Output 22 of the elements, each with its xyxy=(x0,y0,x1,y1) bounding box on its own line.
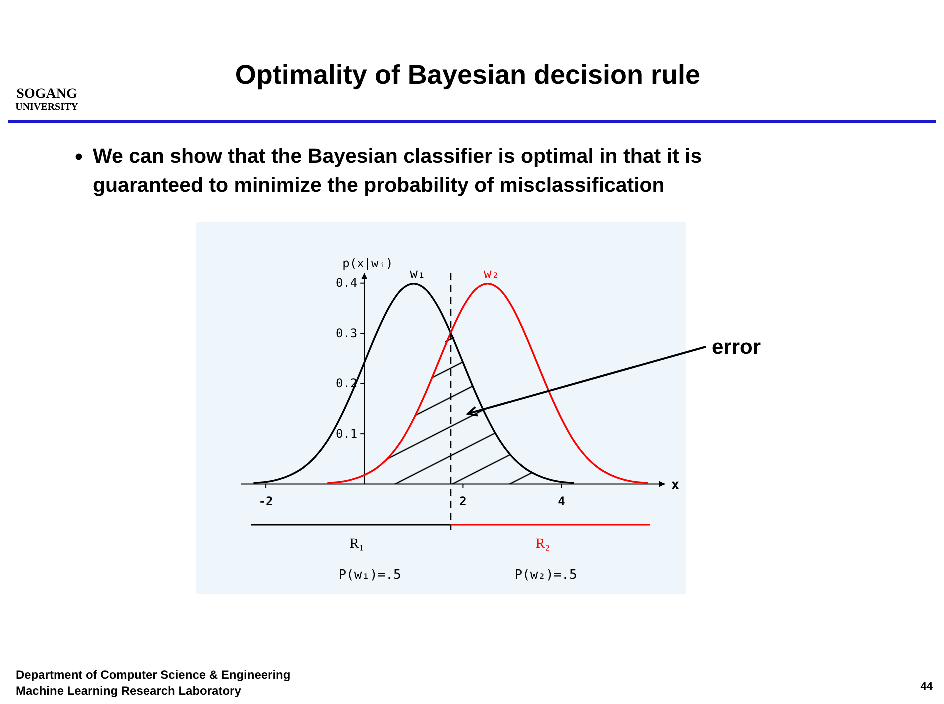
text: error xyxy=(712,336,762,359)
x-tick-label: -2 xyxy=(258,494,274,509)
y-tick-label: 0.3 xyxy=(336,326,358,340)
x-tick-label: 2 xyxy=(460,494,467,509)
series-label: w₁ xyxy=(410,266,426,282)
text: SOGANG xyxy=(16,87,78,102)
y-tick-label: 0.4 xyxy=(336,276,358,290)
y-tick-label: 0.1 xyxy=(336,426,358,441)
text: 44 xyxy=(920,681,934,693)
text: Machine Learning Research Laboratory xyxy=(16,684,242,698)
x-axis-title: x xyxy=(671,477,680,494)
text: R₂ xyxy=(536,537,550,552)
chart-subtitle: We can show that the Bayesian classifier is optimal in that it is guaranteed to minimize the probability of misclassification xyxy=(93,145,702,197)
text: P(w₂)=.5 xyxy=(514,568,578,583)
text: P(w₁)=.5 xyxy=(338,568,402,583)
text: R₁ xyxy=(350,537,364,552)
y-axis-title: p(x|wᵢ) xyxy=(342,256,394,270)
x-tick-label: 4 xyxy=(558,494,566,509)
text: UNIVERSITY xyxy=(16,102,80,113)
series-label: w₂ xyxy=(484,266,500,282)
chart-title: Optimality of Bayesian decision rule xyxy=(235,60,701,90)
text: Department of Computer Science & Engineering xyxy=(16,668,291,682)
